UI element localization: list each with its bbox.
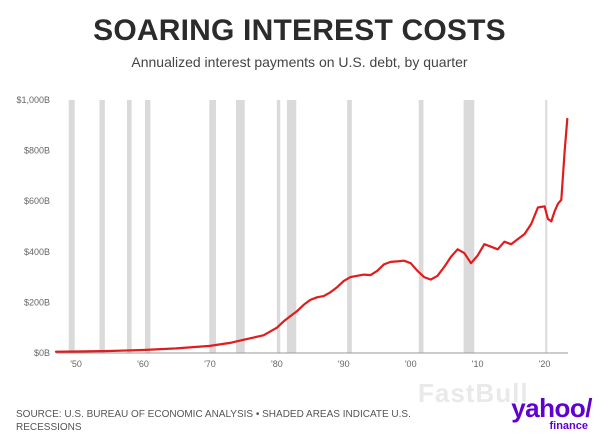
data-point	[537, 206, 539, 209]
data-point	[383, 263, 385, 266]
data-point	[403, 259, 405, 262]
data-point	[242, 339, 245, 341]
data-point	[75, 350, 77, 353]
data-point	[566, 118, 569, 120]
y-tick-label: $200B	[24, 297, 50, 307]
data-point	[369, 274, 372, 276]
x-tick-label: '20	[539, 359, 551, 369]
data-point	[296, 310, 298, 313]
data-point	[490, 245, 492, 248]
data-point	[289, 315, 292, 318]
source-line-1: SOURCE: U.S. BUREAU OF ECONOMIC ANALYSIS…	[16, 409, 411, 420]
data-point	[302, 304, 305, 306]
x-tick-label: '50	[70, 359, 82, 369]
data-point	[342, 280, 345, 282]
recession-band-9	[418, 100, 424, 353]
data-point	[560, 199, 563, 201]
recession-band-1	[99, 100, 105, 353]
data-point	[503, 240, 506, 243]
data-point	[349, 276, 352, 278]
data-point	[463, 252, 466, 254]
recession-band-0	[68, 100, 75, 353]
series-line-0	[54, 117, 569, 353]
x-tick-label: '80	[271, 359, 283, 369]
watermark: FastBull	[418, 378, 529, 408]
x-tick-label: '70	[204, 359, 216, 369]
data-point	[476, 254, 479, 257]
recession-band-8	[347, 100, 352, 353]
data-point	[229, 342, 231, 344]
data-point	[282, 320, 285, 323]
data-point	[530, 223, 532, 225]
data-point	[309, 299, 312, 301]
data-point	[510, 243, 512, 246]
data-point	[436, 275, 439, 277]
data-point	[553, 210, 556, 213]
source-line-2: RECESSIONS	[16, 422, 82, 433]
x-tick-label: '10	[472, 359, 484, 369]
recession-band-11	[545, 100, 548, 353]
source-note: SOURCE: U.S. BUREAU OF ECONOMIC ANALYSIS…	[16, 408, 436, 434]
data-point	[322, 295, 325, 297]
data-point	[329, 291, 332, 294]
data-point	[456, 248, 459, 251]
data-point	[409, 262, 412, 264]
data-point	[470, 262, 472, 264]
recession-band-6	[276, 100, 281, 353]
x-tick-label: '60	[137, 359, 149, 369]
data-point	[543, 205, 546, 208]
recession-band-10	[463, 100, 475, 353]
data-point	[423, 276, 425, 278]
data-point	[108, 350, 111, 352]
recession-band-4	[209, 100, 216, 353]
x-tick-label: '00	[405, 359, 417, 369]
data-point	[363, 273, 365, 276]
logo-main-text: yahoo/	[511, 393, 592, 423]
series-layer	[54, 117, 569, 353]
tick-labels: $0B $200B $400B $600B $800B $1,000B '50 '60 '70 '…	[16, 95, 550, 369]
data-point	[142, 349, 144, 351]
data-point	[316, 296, 318, 299]
data-point	[496, 248, 499, 251]
chart-title: SOARING INTEREST COSTS	[93, 14, 506, 47]
recession-band-3	[145, 100, 151, 353]
chart-subtitle: Annualized interest payments on U.S. deb…	[131, 54, 468, 70]
y-tick-label: $400B	[24, 247, 50, 257]
data-point	[483, 243, 486, 246]
data-point	[416, 269, 419, 272]
data-point	[450, 256, 452, 258]
y-tick-label: $1,000B	[16, 95, 50, 105]
data-point	[262, 334, 265, 337]
data-point	[209, 345, 211, 347]
recession-bands	[68, 100, 548, 353]
data-point	[557, 202, 559, 205]
y-tick-label: $800B	[24, 146, 50, 156]
recession-band-7	[286, 100, 297, 353]
yahoo-finance-logo: yahoo/ finance	[482, 393, 592, 432]
data-point	[376, 269, 379, 272]
data-point	[55, 350, 57, 353]
logo-sub-text: finance	[549, 420, 588, 432]
data-point	[336, 286, 338, 289]
data-point	[547, 218, 549, 220]
data-point	[175, 347, 178, 350]
data-point	[276, 326, 278, 329]
recession-band-2	[126, 100, 132, 353]
data-point	[523, 233, 526, 235]
data-point	[396, 260, 399, 263]
data-point	[517, 238, 519, 240]
y-tick-label: $0B	[34, 348, 50, 358]
y-tick-label: $600B	[24, 196, 50, 206]
data-point	[356, 275, 358, 277]
data-point	[550, 220, 553, 223]
data-point	[563, 149, 566, 152]
data-point	[389, 261, 392, 263]
x-tick-label: '90	[338, 359, 350, 369]
recession-band-5	[236, 100, 245, 353]
data-point	[429, 278, 432, 281]
line-chart: $0B $200B $400B $600B $800B $1,000B '50 '60 '70 '…	[16, 95, 569, 369]
data-point	[443, 266, 445, 268]
